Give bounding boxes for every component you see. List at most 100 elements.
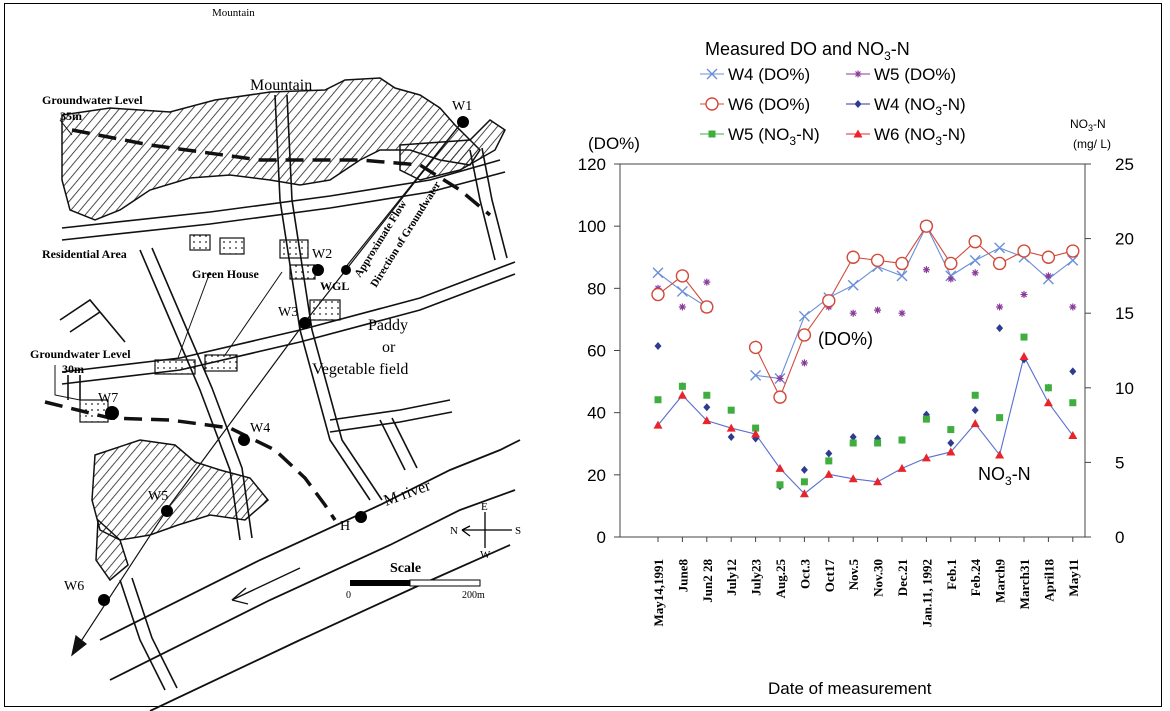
- series-4-marker-12: [947, 426, 955, 434]
- y-left-tick-label: 40: [587, 404, 606, 423]
- series-3-marker-13: [971, 406, 979, 415]
- x-tick-label: Jun2 28: [700, 559, 715, 603]
- series-5-marker-6: [799, 489, 809, 498]
- map-label-gw-30-a: Groundwater Level: [30, 347, 131, 361]
- x-tick-label: April18: [1041, 559, 1056, 602]
- y-left-tick-label: 80: [587, 279, 606, 298]
- series-5-marker-1: [677, 390, 687, 399]
- series-2-marker-17: [1066, 244, 1080, 258]
- series-5-marker-2: [702, 416, 712, 425]
- compass-n: N: [450, 525, 458, 537]
- series-5-line: [657, 354, 1074, 495]
- series-0-marker-13: [969, 254, 981, 266]
- map-label-w6: W6: [64, 579, 84, 594]
- series-2-marker-7: [822, 294, 836, 308]
- x-tick-label: July23: [749, 559, 764, 596]
- series-3-marker-8: [849, 433, 857, 442]
- well-w1: [457, 116, 469, 128]
- river-flow-arrow: [231, 567, 301, 605]
- compass-w: W: [480, 549, 491, 561]
- series-0-marker-10: [896, 270, 908, 282]
- well-w7: [105, 406, 119, 420]
- y-axis-right: 0 5 10 15 20 25: [1085, 155, 1134, 547]
- x-tick-label: May14,1991: [651, 559, 666, 627]
- series-4-marker-3: [727, 406, 735, 414]
- compass-e: E: [481, 501, 488, 513]
- legend-5-marker-0: [853, 129, 863, 138]
- series-5-marker-11: [921, 453, 931, 462]
- map-label-paddy-3: Vegetable field: [312, 361, 408, 378]
- series-3-marker-14: [996, 324, 1004, 333]
- map-label-w5: W5: [148, 489, 168, 504]
- series-5-marker-12: [946, 447, 956, 456]
- x-tick-label: Feb.1: [944, 559, 959, 590]
- well-h: [355, 511, 367, 523]
- x-tick-label: Nov.30: [871, 559, 886, 597]
- well-w2: [312, 264, 324, 276]
- y-left-tick-label: 20: [587, 466, 606, 485]
- map-label-w1: W1: [452, 99, 472, 114]
- legend-label-5: W6 (NO3-N): [874, 125, 966, 148]
- series-3-marker-6: [800, 465, 808, 474]
- figure-frame: [4, 3, 1162, 707]
- legend-1-marker-0: [854, 70, 862, 78]
- series-0-marker-17: [1067, 254, 1079, 266]
- x-tick-label: May11: [1066, 559, 1081, 597]
- series-5-marker-5: [775, 463, 785, 472]
- series-5-marker-7: [824, 469, 834, 478]
- legend-label-4: W5 (NO3-N): [728, 125, 820, 148]
- series-5-marker-4: [751, 429, 761, 438]
- series-3-marker-17: [1069, 367, 1077, 376]
- scale-end: 200m: [462, 590, 485, 601]
- series-1-marker-1: [678, 303, 686, 311]
- series-2-marker-8: [846, 250, 860, 264]
- leader-lines: [54, 119, 283, 401]
- legend-label-1: W5 (DO%): [874, 65, 956, 84]
- series-4-marker-1: [678, 382, 686, 390]
- site-map: Mountain Mountain Groundwater Level 35m …: [30, 7, 521, 711]
- series-1-marker-5: [776, 374, 784, 382]
- x-tick-label: Nov.5: [846, 559, 861, 591]
- series-lines: [657, 224, 1074, 495]
- series-4-marker-14: [996, 414, 1004, 422]
- annotation-do: (DO%): [818, 329, 873, 349]
- x-axis: May14,1991 June8 Jun2 28 July12 July23 Aug.25…: [651, 537, 1081, 627]
- series-1-marker-8: [849, 309, 857, 317]
- x-tick-label: March31: [1017, 559, 1032, 609]
- series-4-marker-6: [800, 478, 808, 486]
- series-2-marker-14: [992, 256, 1007, 271]
- legend-label-2: W6 (DO%): [728, 95, 810, 114]
- series-2-marker-16: [1041, 250, 1056, 264]
- series-2-marker-0: [651, 287, 665, 302]
- series-2-marker-15: [1017, 244, 1031, 258]
- series-4-marker-11: [922, 415, 930, 423]
- series-5-marker-10: [897, 463, 907, 472]
- series-1-marker-13: [971, 269, 979, 277]
- series-0-marker-0: [652, 267, 664, 279]
- series-5-marker-13: [970, 419, 980, 428]
- x-tick-label: July12: [724, 559, 739, 596]
- x-tick-label: Dec.21: [895, 559, 910, 596]
- well-wgl: [341, 265, 351, 275]
- series-0-marker-14: [994, 242, 1006, 254]
- chart-legend: W4 (DO%) W5 (DO%) W6 (DO%) W4 (NO3-N) W5 (NO…: [700, 65, 966, 148]
- series-5-marker-8: [848, 474, 858, 483]
- series-5-marker-15: [1019, 351, 1029, 360]
- series-2-marker-1: [675, 269, 690, 283]
- series-5-marker-14: [995, 450, 1005, 459]
- x-tick-label: Oct17: [822, 559, 837, 593]
- river-banks: [99, 439, 521, 711]
- scale-title: Scale: [390, 561, 421, 576]
- y-axis-left: 0 20 40 60 80 100 120: [578, 155, 620, 547]
- series-1-marker-2: [703, 278, 711, 286]
- y-right-tick-label: 15: [1115, 304, 1134, 323]
- map-label-gw-30-b: 30m: [62, 362, 84, 376]
- well-w4: [238, 434, 250, 446]
- series-1-marker-16: [1044, 272, 1052, 280]
- series-5-marker-0: [653, 420, 663, 429]
- series-1-marker-11: [922, 266, 930, 274]
- y-right-tick-label: 25: [1115, 155, 1134, 174]
- series-5-marker-3: [726, 423, 736, 432]
- series-0-marker-4: [750, 369, 762, 381]
